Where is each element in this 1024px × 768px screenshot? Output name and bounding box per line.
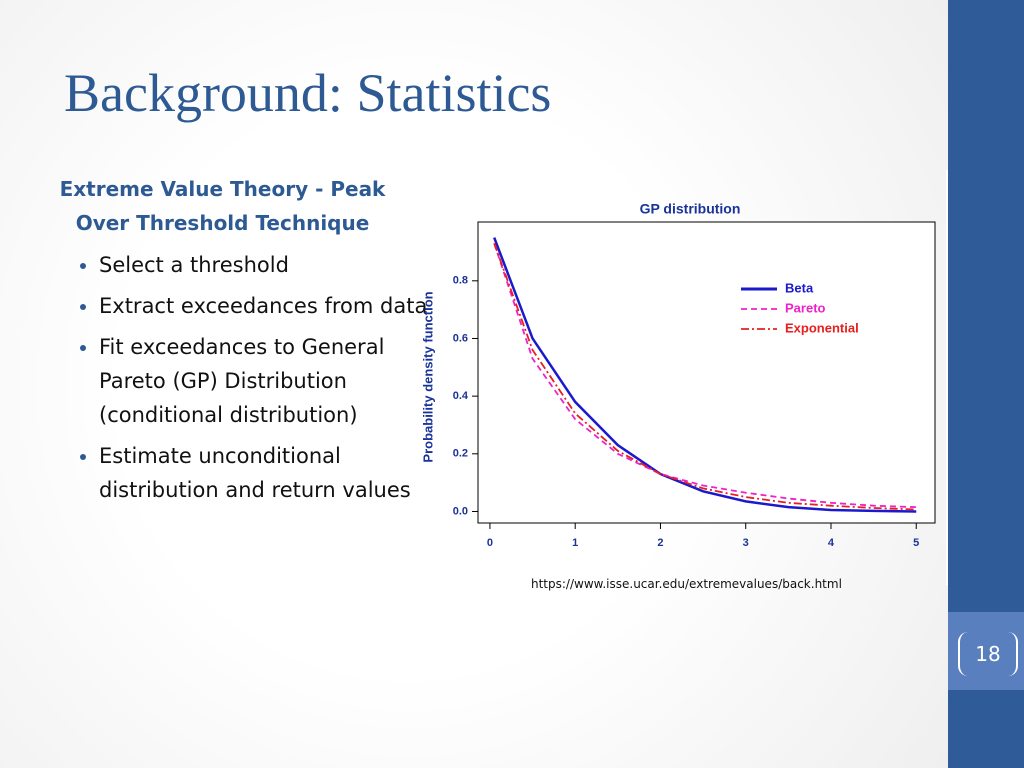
- bullet: Extract exceedances from data: [99, 289, 439, 323]
- bullet: Fit exceedances to General Pareto (GP) D…: [99, 330, 439, 432]
- source: https://www.isse.ucar.edu/extremevalues/…: [531, 577, 842, 591]
- legend-label: Pareto: [785, 300, 826, 315]
- chart: GP distribution Probability density func…: [420, 201, 936, 549]
- x-tick-label: 2: [657, 537, 663, 549]
- plot-frame: [477, 221, 936, 524]
- x-tick-label: 0: [487, 537, 493, 549]
- y-tick-label: 0.2: [453, 448, 468, 460]
- series-line: [493, 237, 917, 513]
- bullet: Estimate unconditional distribution and …: [99, 439, 439, 507]
- side-line: [946, 170, 948, 585]
- y-tick-label: 0.4: [453, 390, 469, 402]
- page-number: 18: [958, 632, 1018, 676]
- section-heading: Extreme Value Theory - Peak Over Thresho…: [59, 177, 386, 235]
- chart-title: GP distribution: [640, 201, 741, 217]
- page-box: [948, 612, 1024, 690]
- series-line: [493, 243, 917, 511]
- legend-label: Exponential: [785, 320, 859, 335]
- x-tick-label: 4: [828, 537, 835, 549]
- x-tick-label: 5: [913, 537, 919, 549]
- y-tick-label: 0.8: [453, 275, 468, 287]
- y-axis-label: Probability density function: [420, 291, 435, 462]
- x-tick-label: 3: [743, 537, 749, 549]
- legend-label: Beta: [785, 280, 814, 295]
- y-tick-label: 0.6: [453, 332, 468, 344]
- slide-title: Background: Statistics: [64, 63, 552, 123]
- bullet-list: Select a threshold Extract exceedances f…: [75, 248, 439, 514]
- x-tick-label: 1: [572, 537, 578, 549]
- series-line: [493, 243, 917, 509]
- y-tick-label: 0.0: [453, 505, 468, 517]
- bullet: Select a threshold: [99, 248, 439, 282]
